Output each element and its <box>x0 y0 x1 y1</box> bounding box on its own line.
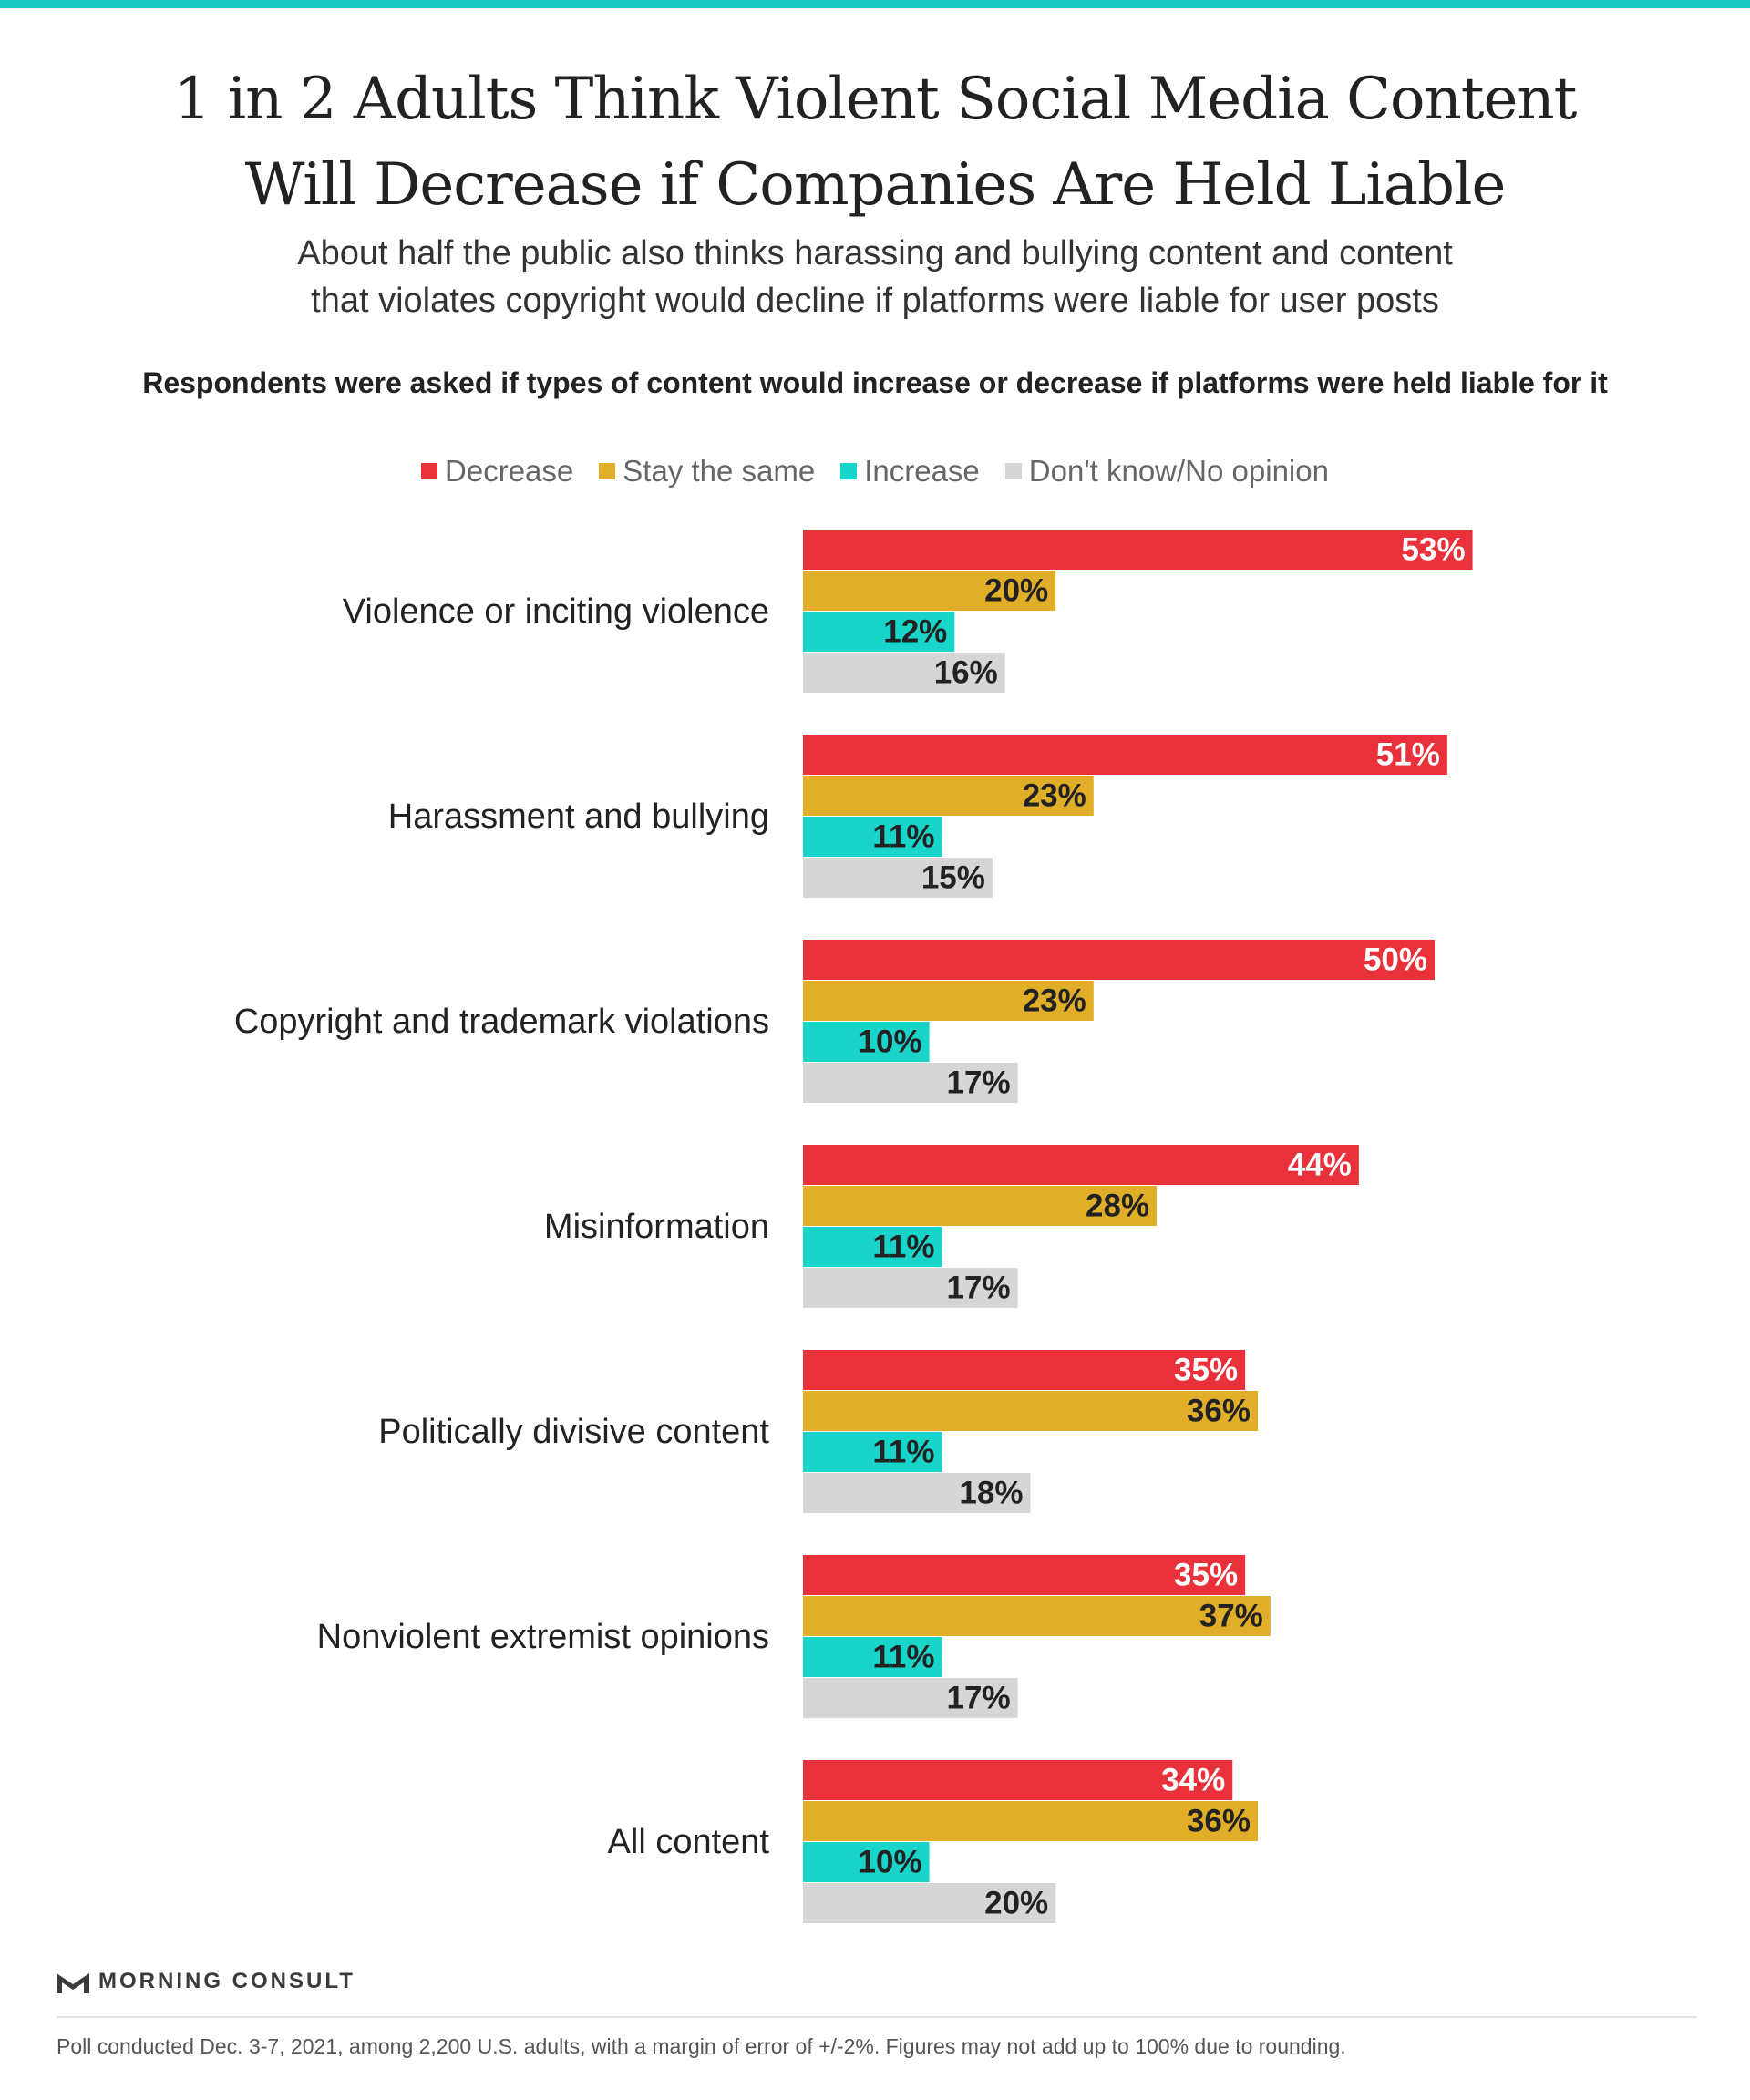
data-label-stay-the-same-nonviolent-extremist-opinions: 37% <box>1199 1598 1263 1633</box>
category-label-misinformation: Misinformation <box>544 1208 769 1246</box>
bar-stay-the-same-misinformation <box>803 1186 1158 1226</box>
bar-dont-know-violence-or-inciting-violence <box>803 653 1005 693</box>
category-label-harassment-and-bullying: Harassment and bullying <box>388 798 769 836</box>
bar-increase-all-content <box>803 1842 930 1882</box>
legend-swatch-increase <box>840 463 858 479</box>
data-label-increase-harassment-and-bullying: 11% <box>872 818 934 854</box>
logo-wordmark: MORNING CONSULT <box>98 1969 355 1993</box>
data-label-dont-know-misinformation: 17% <box>947 1270 1011 1305</box>
morning-consult-logo: MORNING CONSULT <box>57 1967 355 1996</box>
chart-title-line-2: Will Decrease if Companies Are Held Liab… <box>244 151 1507 219</box>
legend-item-stay-the-same: Stay the same <box>599 454 815 489</box>
data-label-decrease-copyright-and-trademark-violations: 50% <box>1364 942 1427 977</box>
data-label-decrease-violence-or-inciting-violence: 53% <box>1402 531 1466 567</box>
bar-stay-the-same-harassment-and-bullying <box>803 776 1094 816</box>
bar-stay-the-same-violence-or-inciting-violence <box>803 571 1056 611</box>
data-label-decrease-misinformation: 44% <box>1288 1147 1352 1182</box>
category-label-copyright-and-trademark-violations: Copyright and trademark violations <box>234 1003 769 1041</box>
bar-dont-know-copyright-and-trademark-violations <box>803 1063 1018 1103</box>
category-label-violence-or-inciting-violence: Violence or inciting violence <box>343 592 769 631</box>
data-label-dont-know-copyright-and-trademark-violations: 17% <box>947 1065 1011 1100</box>
bar-decrease-all-content <box>803 1760 1233 1800</box>
bar-stay-the-same-politically-divisive-content <box>803 1391 1258 1431</box>
data-label-increase-politically-divisive-content: 11% <box>872 1434 934 1469</box>
bar-decrease-violence-or-inciting-violence <box>803 530 1473 570</box>
legend-swatch-stay-the-same <box>599 463 616 479</box>
bar-decrease-harassment-and-bullying <box>803 735 1447 775</box>
category-label-politically-divisive-content: Politically divisive content <box>378 1413 769 1451</box>
bar-decrease-politically-divisive-content <box>803 1350 1246 1390</box>
chart-subtitle-line-2: that violates copyright would decline if… <box>311 282 1439 320</box>
bar-decrease-misinformation <box>803 1145 1359 1185</box>
chart-title: 1 in 2 Adults Think Violent Social Media… <box>0 57 1750 228</box>
data-label-increase-violence-or-inciting-violence: 12% <box>883 613 947 649</box>
data-label-stay-the-same-violence-or-inciting-violence: 20% <box>984 572 1048 608</box>
data-label-increase-nonviolent-extremist-opinions: 11% <box>872 1639 934 1674</box>
bar-increase-copyright-and-trademark-violations <box>803 1022 930 1062</box>
legend-swatch-decrease <box>421 463 438 479</box>
data-label-dont-know-all-content: 20% <box>984 1885 1048 1920</box>
chart-subtitle: About half the public also thinks harass… <box>182 230 1568 324</box>
data-label-decrease-harassment-and-bullying: 51% <box>1376 736 1440 772</box>
legend-item-dont-know: Don't know/No opinion <box>1004 454 1329 489</box>
bar-dont-know-harassment-and-bullying <box>803 858 993 898</box>
bar-increase-violence-or-inciting-violence <box>803 612 955 652</box>
chart-subtitle-line-1: About half the public also thinks harass… <box>297 234 1453 273</box>
bar-dont-know-nonviolent-extremist-opinions <box>803 1678 1018 1718</box>
data-label-stay-the-same-misinformation: 28% <box>1086 1188 1149 1223</box>
bar-increase-politically-divisive-content <box>803 1432 942 1472</box>
data-label-decrease-nonviolent-extremist-opinions: 35% <box>1174 1557 1238 1592</box>
survey-question: Respondents were asked if types of conte… <box>142 366 1608 399</box>
morning-consult-logo-mark-icon <box>57 1973 89 1993</box>
data-label-stay-the-same-copyright-and-trademark-violations: 23% <box>1023 983 1086 1018</box>
footnote: Poll conducted Dec. 3-7, 2021, among 2,2… <box>57 2034 1346 2058</box>
data-label-increase-all-content: 10% <box>859 1844 922 1879</box>
chart-title-line-1: 1 in 2 Adults Think Violent Social Media… <box>173 66 1578 133</box>
data-label-stay-the-same-harassment-and-bullying: 23% <box>1023 777 1086 813</box>
legend-item-decrease: Decrease <box>421 454 573 489</box>
data-label-dont-know-violence-or-inciting-violence: 16% <box>934 654 998 690</box>
bar-dont-know-misinformation <box>803 1268 1018 1308</box>
bar-decrease-copyright-and-trademark-violations <box>803 940 1435 980</box>
bar-stay-the-same-copyright-and-trademark-violations <box>803 981 1094 1021</box>
data-label-increase-copyright-and-trademark-violations: 10% <box>859 1024 922 1059</box>
data-label-decrease-all-content: 34% <box>1161 1762 1225 1797</box>
bar-stay-the-same-all-content <box>803 1801 1258 1841</box>
legend-label-decrease: Decrease <box>445 454 574 488</box>
bar-increase-misinformation <box>803 1227 942 1267</box>
data-label-dont-know-nonviolent-extremist-opinions: 17% <box>947 1680 1011 1715</box>
bar-increase-harassment-and-bullying <box>803 817 942 857</box>
data-label-dont-know-politically-divisive-content: 18% <box>959 1475 1023 1510</box>
data-label-stay-the-same-politically-divisive-content: 36% <box>1187 1393 1251 1428</box>
category-label-all-content: All content <box>608 1823 770 1861</box>
bar-increase-nonviolent-extremist-opinions <box>803 1637 942 1677</box>
data-label-decrease-politically-divisive-content: 35% <box>1174 1352 1238 1387</box>
legend-label-dont-know: Don't know/No opinion <box>1028 454 1329 488</box>
bar-dont-know-politically-divisive-content <box>803 1473 1031 1513</box>
legend-swatch-dont-know <box>1004 463 1022 479</box>
data-label-stay-the-same-all-content: 36% <box>1187 1803 1251 1838</box>
top-accent-rule <box>0 0 1750 8</box>
legend-label-stay-the-same: Stay the same <box>623 454 816 488</box>
bar-decrease-nonviolent-extremist-opinions <box>803 1555 1246 1595</box>
footer-divider <box>57 2016 1697 2018</box>
category-label-nonviolent-extremist-opinions: Nonviolent extremist opinions <box>317 1618 769 1656</box>
data-label-increase-misinformation: 11% <box>872 1229 934 1264</box>
legend-label-increase: Increase <box>864 454 980 488</box>
data-label-dont-know-harassment-and-bullying: 15% <box>921 860 985 895</box>
bar-dont-know-all-content <box>803 1883 1056 1923</box>
legend-item-increase: Increase <box>840 454 980 489</box>
bar-stay-the-same-nonviolent-extremist-opinions <box>803 1596 1271 1636</box>
chart-legend: Decrease Stay the same Increase Don't kn… <box>0 454 1750 489</box>
